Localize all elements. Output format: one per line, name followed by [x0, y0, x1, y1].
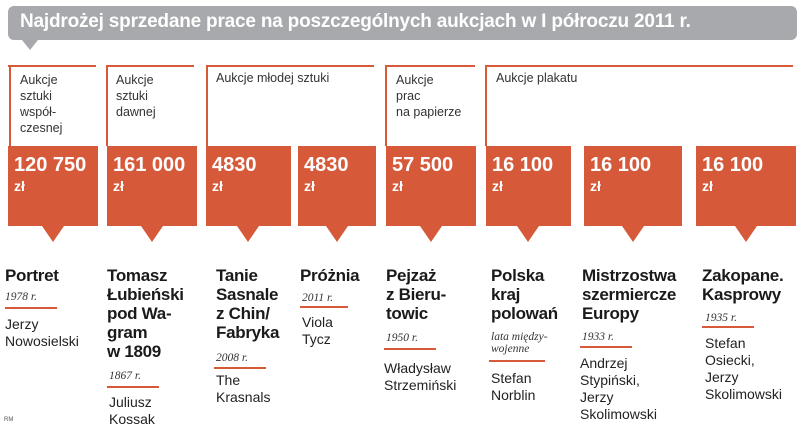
price-currency: zł: [590, 178, 601, 194]
price-value: 161 000: [113, 154, 186, 176]
year-underline: [489, 360, 545, 362]
price-value: 16 100: [590, 154, 652, 176]
artwork-year: 2011 r.: [302, 292, 334, 304]
connector-line: [106, 65, 108, 146]
price-value: 16 100: [702, 154, 764, 176]
artwork-author: Viola Tycz: [302, 314, 333, 347]
category-label-old-art: Aukcje sztuki dawnej: [116, 73, 156, 119]
price-flag-tip: [42, 226, 64, 242]
category-line-young-art: [206, 65, 374, 67]
price-flag-tip: [622, 226, 644, 242]
price-currency: zł: [212, 178, 223, 194]
price-flag: 4830 zł: [298, 146, 376, 226]
price-currency: zł: [392, 178, 403, 194]
price-flag: 120 750 zł: [8, 146, 98, 226]
year-underline: [214, 367, 266, 369]
artwork-title: Tanie Sasnale z Chin/ Fabryka: [216, 266, 280, 342]
price-flag: 57 500 zł: [386, 146, 476, 226]
category-line-works-on-paper: [385, 65, 475, 67]
price-currency: zł: [492, 178, 503, 194]
category-line-old-art: [106, 65, 194, 67]
category-label-young-art: Aukcje młodej sztuki: [216, 71, 330, 85]
category-line-contemporary: [8, 65, 96, 67]
credit-initials: RM: [4, 417, 14, 423]
year-underline: [702, 326, 754, 328]
price-flag-tip: [517, 226, 539, 242]
year-underline: [5, 307, 57, 309]
artwork-author: The Krasnals: [216, 372, 271, 405]
year-underline: [107, 386, 159, 388]
category-label-contemporary: Aukcje sztuki współ- czesnej: [20, 73, 63, 135]
price-flag: 16 100 zł: [486, 146, 571, 226]
price-flag-tip: [237, 226, 259, 242]
price-currency: zł: [113, 178, 124, 194]
artwork-author: Jerzy Nowosielski: [5, 316, 79, 349]
artwork-year: lata między- wojenne: [491, 331, 548, 355]
price-flag-tip: [420, 226, 442, 242]
connector-line: [485, 65, 487, 146]
artwork-year: 1933 r.: [582, 331, 614, 343]
artwork-title: Polska kraj polowań: [491, 266, 558, 323]
price-value: 16 100: [492, 154, 554, 176]
year-underline: [580, 346, 632, 348]
artwork-year: 1867 r.: [109, 370, 141, 382]
price-flag-tip: [326, 226, 348, 242]
price-flag: 16 100 zł: [584, 146, 682, 226]
title-banner: [8, 6, 797, 40]
price-flag: 16 100 zł: [696, 146, 796, 226]
category-label-works-on-paper: Aukcje prac na papierze: [396, 73, 462, 119]
artwork-title: Próżnia: [300, 266, 360, 285]
page-title: Najdrożej sprzedane prace na poszczególn…: [20, 11, 691, 32]
price-value: 57 500: [392, 154, 454, 176]
artwork-title: Pejzaż z Bieru- towic: [386, 266, 446, 323]
artwork-author: Władysław Strzemiński: [384, 360, 457, 393]
artwork-year: 1978 r.: [5, 291, 37, 303]
price-currency: zł: [304, 178, 315, 194]
price-value: 4830: [212, 154, 257, 176]
title-banner-tail: [22, 40, 38, 50]
category-label-posters: Aukcje plakatu: [496, 71, 578, 85]
price-flag: 161 000 zł: [107, 146, 197, 226]
category-line-posters: [485, 65, 793, 67]
price-value: 120 750: [14, 154, 87, 176]
artwork-title: Tomasz Łubieński pod Wa- gram w 1809: [107, 266, 184, 361]
artwork-author: Andrzej Stypiński, Jerzy Skolimowski: [580, 355, 658, 422]
price-flag-tip: [141, 226, 163, 242]
artwork-year: 1935 r.: [705, 312, 737, 324]
artwork-title: Mistrzostwa szermiercze Europy: [582, 266, 677, 323]
artwork-year: 2008 r.: [216, 352, 248, 364]
connector-line: [9, 65, 11, 146]
price-currency: zł: [702, 178, 713, 194]
artwork-author: Juliusz Kossak: [109, 394, 155, 427]
artwork-author: Stefan Norblin: [491, 370, 536, 403]
year-underline: [384, 348, 436, 350]
connector-line: [206, 65, 208, 146]
artwork-year: 1950 r.: [386, 332, 418, 344]
price-value: 4830: [304, 154, 349, 176]
artwork-author: Stefan Osiecki, Jerzy Skolimowski: [705, 335, 783, 402]
price-flag: 4830 zł: [206, 146, 291, 226]
connector-line: [385, 65, 387, 146]
year-underline: [300, 306, 348, 308]
artwork-title: Zakopane. Kasprowy: [702, 266, 784, 304]
artwork-title: Portret: [5, 266, 59, 285]
price-flag-tip: [735, 226, 757, 242]
price-currency: zł: [14, 178, 25, 194]
